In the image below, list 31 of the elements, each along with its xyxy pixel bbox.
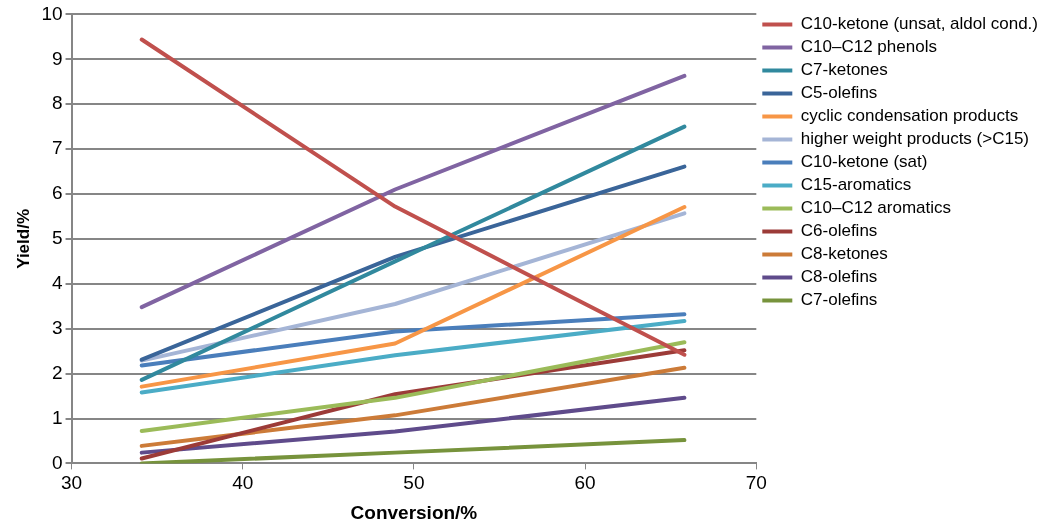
- legend-label: C10-ketone (sat): [800, 152, 928, 172]
- y-tick-label: 0: [51, 451, 63, 473]
- legend-label: C8-olefins: [800, 267, 878, 287]
- x-tick-label: 60: [574, 472, 596, 494]
- legend-label: C6-olefins: [800, 221, 878, 241]
- x-tick-label: 40: [232, 472, 254, 494]
- y-tick-label: 1: [51, 406, 63, 428]
- legend-label: C8-ketones: [800, 244, 888, 264]
- legend-label: C10-ketone (unsat, aldol cond.): [800, 14, 1039, 34]
- legend-label: C7-ketones: [800, 60, 888, 80]
- x-tick-label: 30: [60, 472, 83, 494]
- legend-label: C15-aromatics: [800, 175, 912, 195]
- legend-label: C10–C12 phenols: [800, 37, 937, 57]
- legend-label: C7-olefins: [800, 290, 878, 310]
- legend-label: higher weight products (>C15): [800, 129, 1030, 149]
- y-tick-label: 7: [51, 137, 63, 159]
- y-tick-label: 9: [51, 47, 63, 69]
- y-tick-label: 2: [51, 361, 63, 383]
- y-tick-label: 6: [51, 182, 63, 204]
- y-axis-title: Yield/%: [13, 208, 33, 269]
- y-tick-label: 5: [51, 227, 63, 249]
- legend-label: C10–C12 aromatics: [800, 198, 952, 218]
- x-axis-title: Conversion/%: [350, 501, 478, 523]
- x-tick-label: 50: [403, 472, 425, 494]
- y-tick-label: 4: [51, 272, 63, 294]
- legend-label: C5-olefins: [800, 83, 878, 103]
- legend-label: cyclic condensation products: [800, 106, 1019, 126]
- y-tick-label: 10: [41, 2, 63, 24]
- y-tick-label: 8: [51, 92, 63, 114]
- x-tick-label: 70: [745, 472, 767, 494]
- y-tick-label: 3: [51, 316, 63, 338]
